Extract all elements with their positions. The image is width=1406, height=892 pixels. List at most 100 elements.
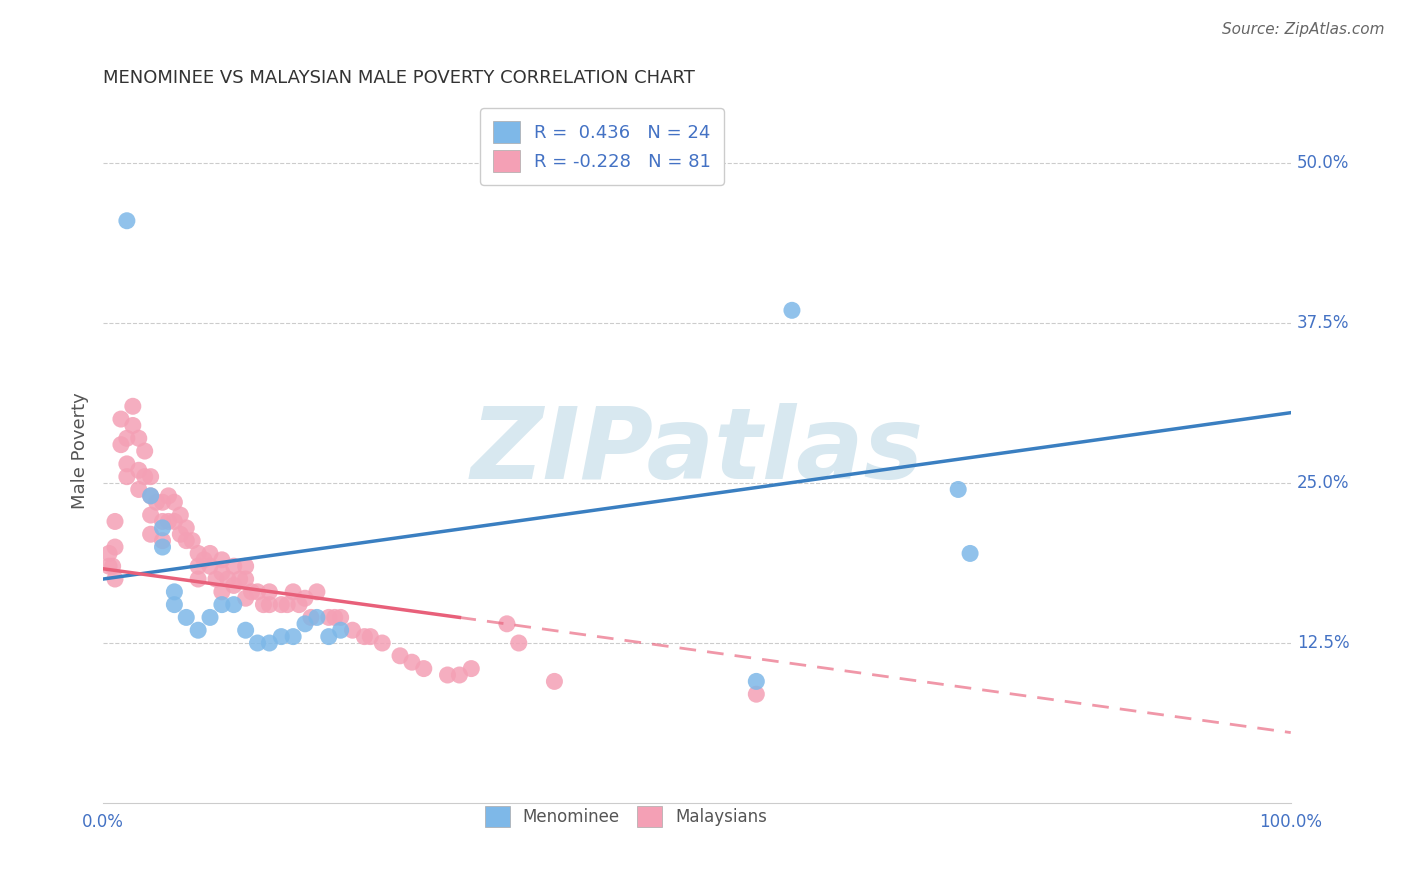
Point [281,630,304,644]
Point [101,559,124,574]
Point [104,572,127,586]
Text: MENOMINEE VS MALAYSIAN MALE POVERTY CORRELATION CHART: MENOMINEE VS MALAYSIAN MALE POVERTY CORR… [103,69,695,87]
Point [152,533,174,548]
Point [211,598,233,612]
Point [187,572,209,586]
Point [211,584,233,599]
Point [110,438,132,452]
Text: 50.0%: 50.0% [1296,154,1350,172]
Point [152,495,174,509]
Point [235,591,257,606]
Point [121,399,143,413]
Point [235,559,257,574]
Point [222,559,245,574]
Point [323,610,346,624]
Point [163,598,186,612]
Point [98,559,121,574]
Point [174,610,197,624]
Point [152,540,174,554]
Point [163,495,186,509]
Text: 12.5%: 12.5% [1296,634,1350,652]
Point [259,584,281,599]
Point [115,457,138,471]
Point [329,610,352,624]
Point [329,624,352,638]
Point [169,527,191,541]
Point [104,540,127,554]
Point [110,412,132,426]
Point [121,418,143,433]
Point [134,469,156,483]
Point [508,636,530,650]
Point [389,648,412,663]
Point [252,598,274,612]
Point [235,572,257,586]
Point [198,546,221,560]
Point [305,610,328,624]
Point [299,610,322,624]
Point [259,598,281,612]
Text: 37.5%: 37.5% [1296,314,1350,332]
Point [318,630,340,644]
Point [222,598,245,612]
Point [288,598,311,612]
Point [496,616,519,631]
Point [104,515,127,529]
Point [174,521,197,535]
Point [205,572,228,586]
Point [198,559,221,574]
Point [281,584,304,599]
Y-axis label: Male Poverty: Male Poverty [72,392,89,509]
Point [152,515,174,529]
Point [270,630,292,644]
Point [139,527,162,541]
Point [353,630,375,644]
Point [169,508,191,522]
Point [187,546,209,560]
Text: ZIPatlas: ZIPatlas [471,402,924,500]
Point [115,213,138,227]
Point [139,469,162,483]
Point [128,431,150,445]
Point [276,598,298,612]
Point [745,674,768,689]
Point [115,431,138,445]
Point [187,624,209,638]
Point [412,662,434,676]
Point [359,630,381,644]
Point [259,636,281,650]
Point [222,578,245,592]
Point [145,495,167,509]
Point [270,598,292,612]
Point [342,624,364,638]
Point [198,610,221,624]
Point [460,662,482,676]
Point [745,687,768,701]
Point [181,533,204,548]
Point [449,668,471,682]
Point [294,616,316,631]
Point [305,584,328,599]
Point [401,655,423,669]
Point [157,489,180,503]
Point [948,483,970,497]
Point [115,469,138,483]
Point [134,444,156,458]
Text: 25.0%: 25.0% [1296,474,1350,492]
Point [228,572,250,586]
Point [128,463,150,477]
Point [98,546,121,560]
Point [139,489,162,503]
Point [211,566,233,580]
Text: Source: ZipAtlas.com: Source: ZipAtlas.com [1222,22,1385,37]
Point [235,624,257,638]
Point [246,636,269,650]
Point [163,584,186,599]
Point [294,591,316,606]
Point [543,674,565,689]
Point [174,533,197,548]
Point [240,584,263,599]
Point [371,636,394,650]
Point [139,508,162,522]
Point [436,668,458,682]
